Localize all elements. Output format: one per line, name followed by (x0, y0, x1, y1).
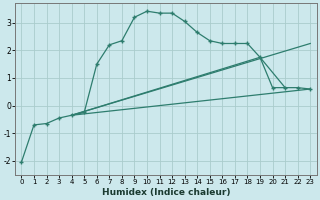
X-axis label: Humidex (Indice chaleur): Humidex (Indice chaleur) (101, 188, 230, 197)
